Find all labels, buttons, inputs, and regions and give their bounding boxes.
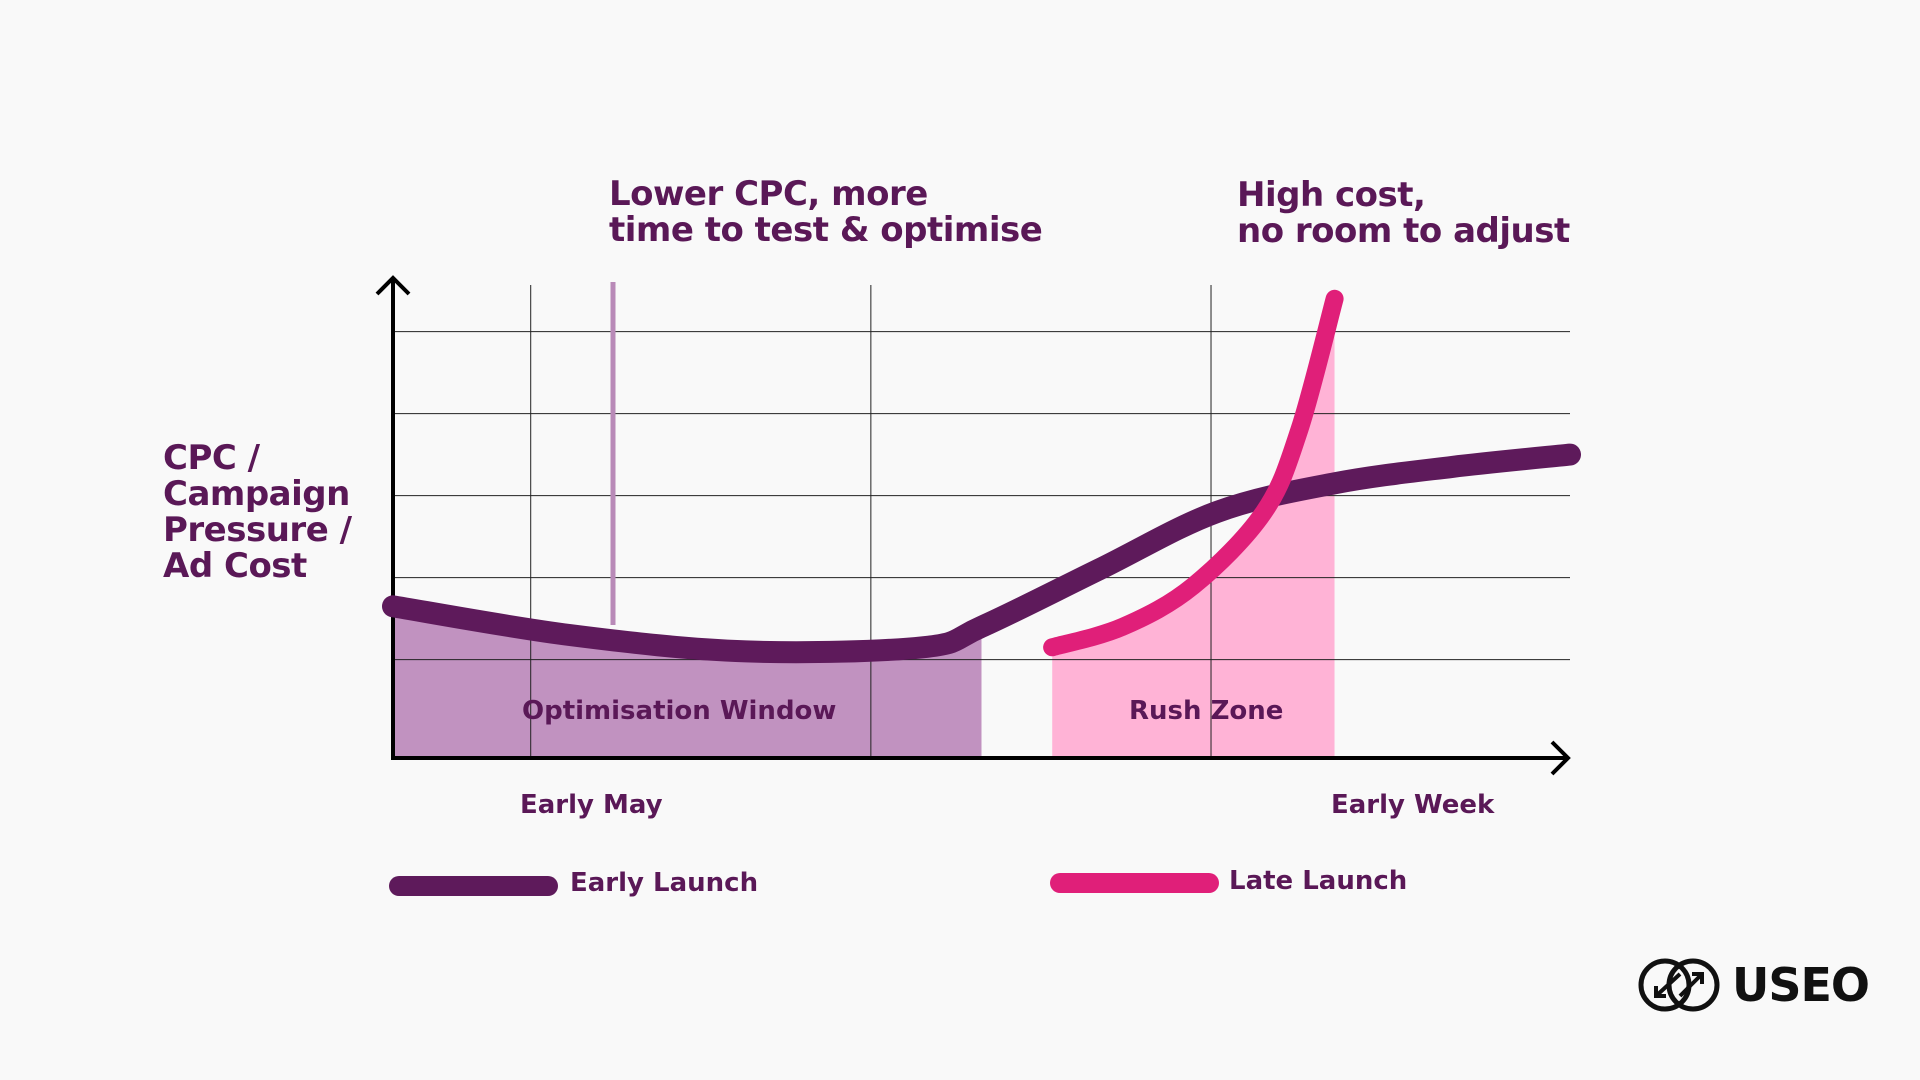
y-axis-arrowhead xyxy=(375,275,411,296)
region-label-optimisation: Optimisation Window xyxy=(522,696,837,726)
y-axis-label-line4: Ad Cost xyxy=(163,546,307,586)
useo-logo-text: USEO xyxy=(1732,958,1870,1012)
annotation-left-line1: Lower CPC, more xyxy=(609,174,928,214)
y-axis-label-line1: CPC / xyxy=(163,438,260,478)
x-tick-label-early-may: Early May xyxy=(520,790,663,820)
y-axis-label-line2: Campaign xyxy=(163,474,350,514)
annotation-right-line1: High cost, xyxy=(1237,175,1426,215)
y-axis-label: CPC / Campaign Pressure / Ad Cost xyxy=(163,440,352,584)
annotation-left: Lower CPC, more time to test & optimise xyxy=(609,174,1043,250)
optimisation-window-region xyxy=(393,606,982,758)
x-axis-arrowhead xyxy=(1550,740,1571,776)
rush-zone-region xyxy=(1052,298,1335,758)
y-axis-label-line3: Pressure / xyxy=(163,510,352,550)
legend-label-early-launch: Early Launch xyxy=(570,868,759,898)
x-tick-label-early-week: Early Week xyxy=(1331,790,1495,820)
annotation-right-line2: no room to adjust xyxy=(1237,211,1570,251)
useo-logo-icon xyxy=(1638,958,1720,1012)
annotation-right: High cost, no room to adjust xyxy=(1237,177,1570,249)
annotation-left-line2: time to test & optimise xyxy=(609,210,1043,250)
legend-label-late-launch: Late Launch xyxy=(1229,866,1408,896)
region-label-rush: Rush Zone xyxy=(1129,696,1284,726)
series-line-late-launch xyxy=(1043,289,1344,657)
series-line-early-launch xyxy=(382,443,1581,664)
useo-logo: USEO xyxy=(1636,956,1870,1014)
